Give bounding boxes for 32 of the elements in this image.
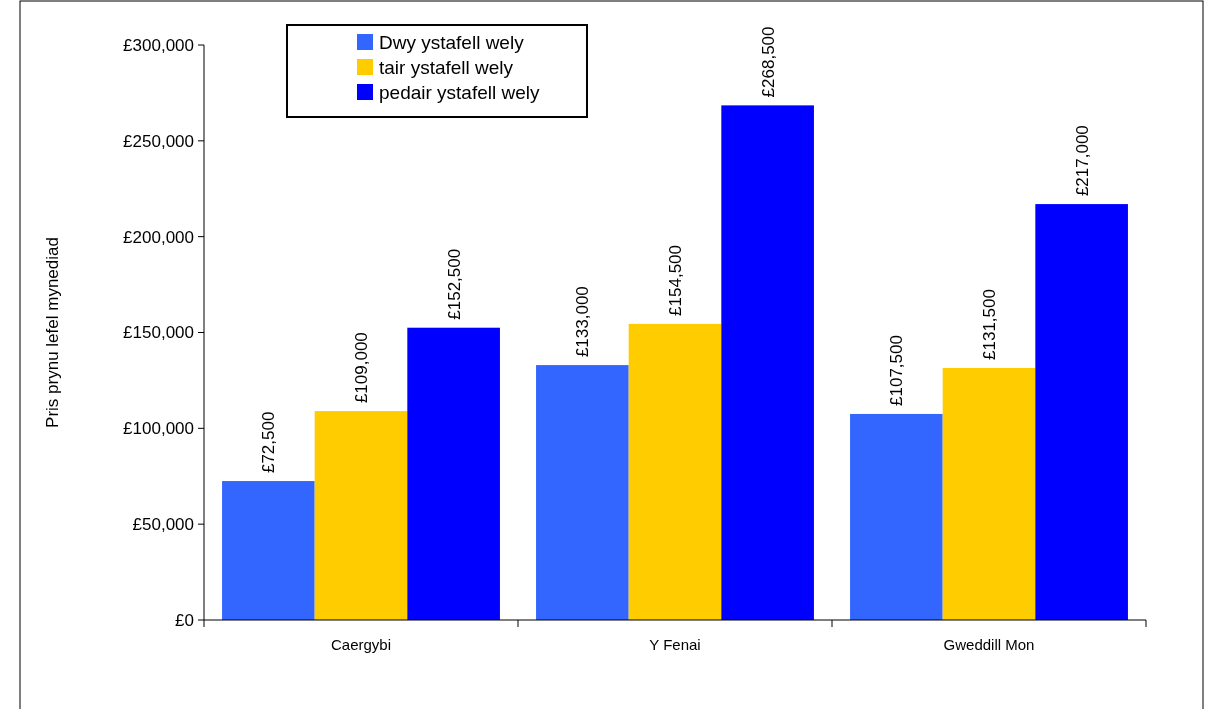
bar	[407, 327, 500, 620]
data-label: £109,000	[352, 332, 371, 404]
x-tick-label: Y Fenai	[649, 636, 701, 653]
data-label: £133,000	[573, 286, 593, 358]
bar	[721, 105, 814, 620]
x-tick-label: Gweddill Mon	[943, 636, 1035, 653]
data-label: £268,500	[758, 26, 778, 98]
y-tick-label: £100,000	[123, 419, 194, 439]
data-label: £131,500	[980, 289, 999, 360]
y-tick-label: £300,000	[123, 35, 194, 55]
legend-label: pedair ystafell wely	[379, 81, 541, 103]
x-tick-label: Caergybi	[330, 636, 392, 653]
legend-label: Dwy ystafell wely	[379, 31, 525, 53]
data-label: £217,000	[1072, 125, 1092, 197]
y-tick-label: £0	[175, 610, 194, 630]
bar	[536, 365, 629, 620]
y-tick-label: £250,000	[123, 131, 194, 151]
bar	[222, 481, 315, 620]
bar	[1035, 204, 1128, 620]
bar	[942, 367, 1036, 620]
y-tick-label: £50,000	[132, 515, 194, 535]
data-label: £72,500	[259, 411, 279, 474]
data-label: £154,500	[666, 244, 685, 316]
y-axis-title: Pris prynu lefel mynediad	[43, 237, 62, 428]
bar	[850, 413, 943, 620]
bar	[314, 411, 408, 620]
legend-label: tair ystafell wely	[379, 56, 514, 78]
data-label: £152,500	[444, 248, 464, 320]
y-tick-label: £200,000	[123, 227, 194, 247]
y-tick-label: £150,000	[123, 323, 194, 343]
data-label: £107,500	[887, 335, 907, 406]
bar	[628, 323, 722, 620]
